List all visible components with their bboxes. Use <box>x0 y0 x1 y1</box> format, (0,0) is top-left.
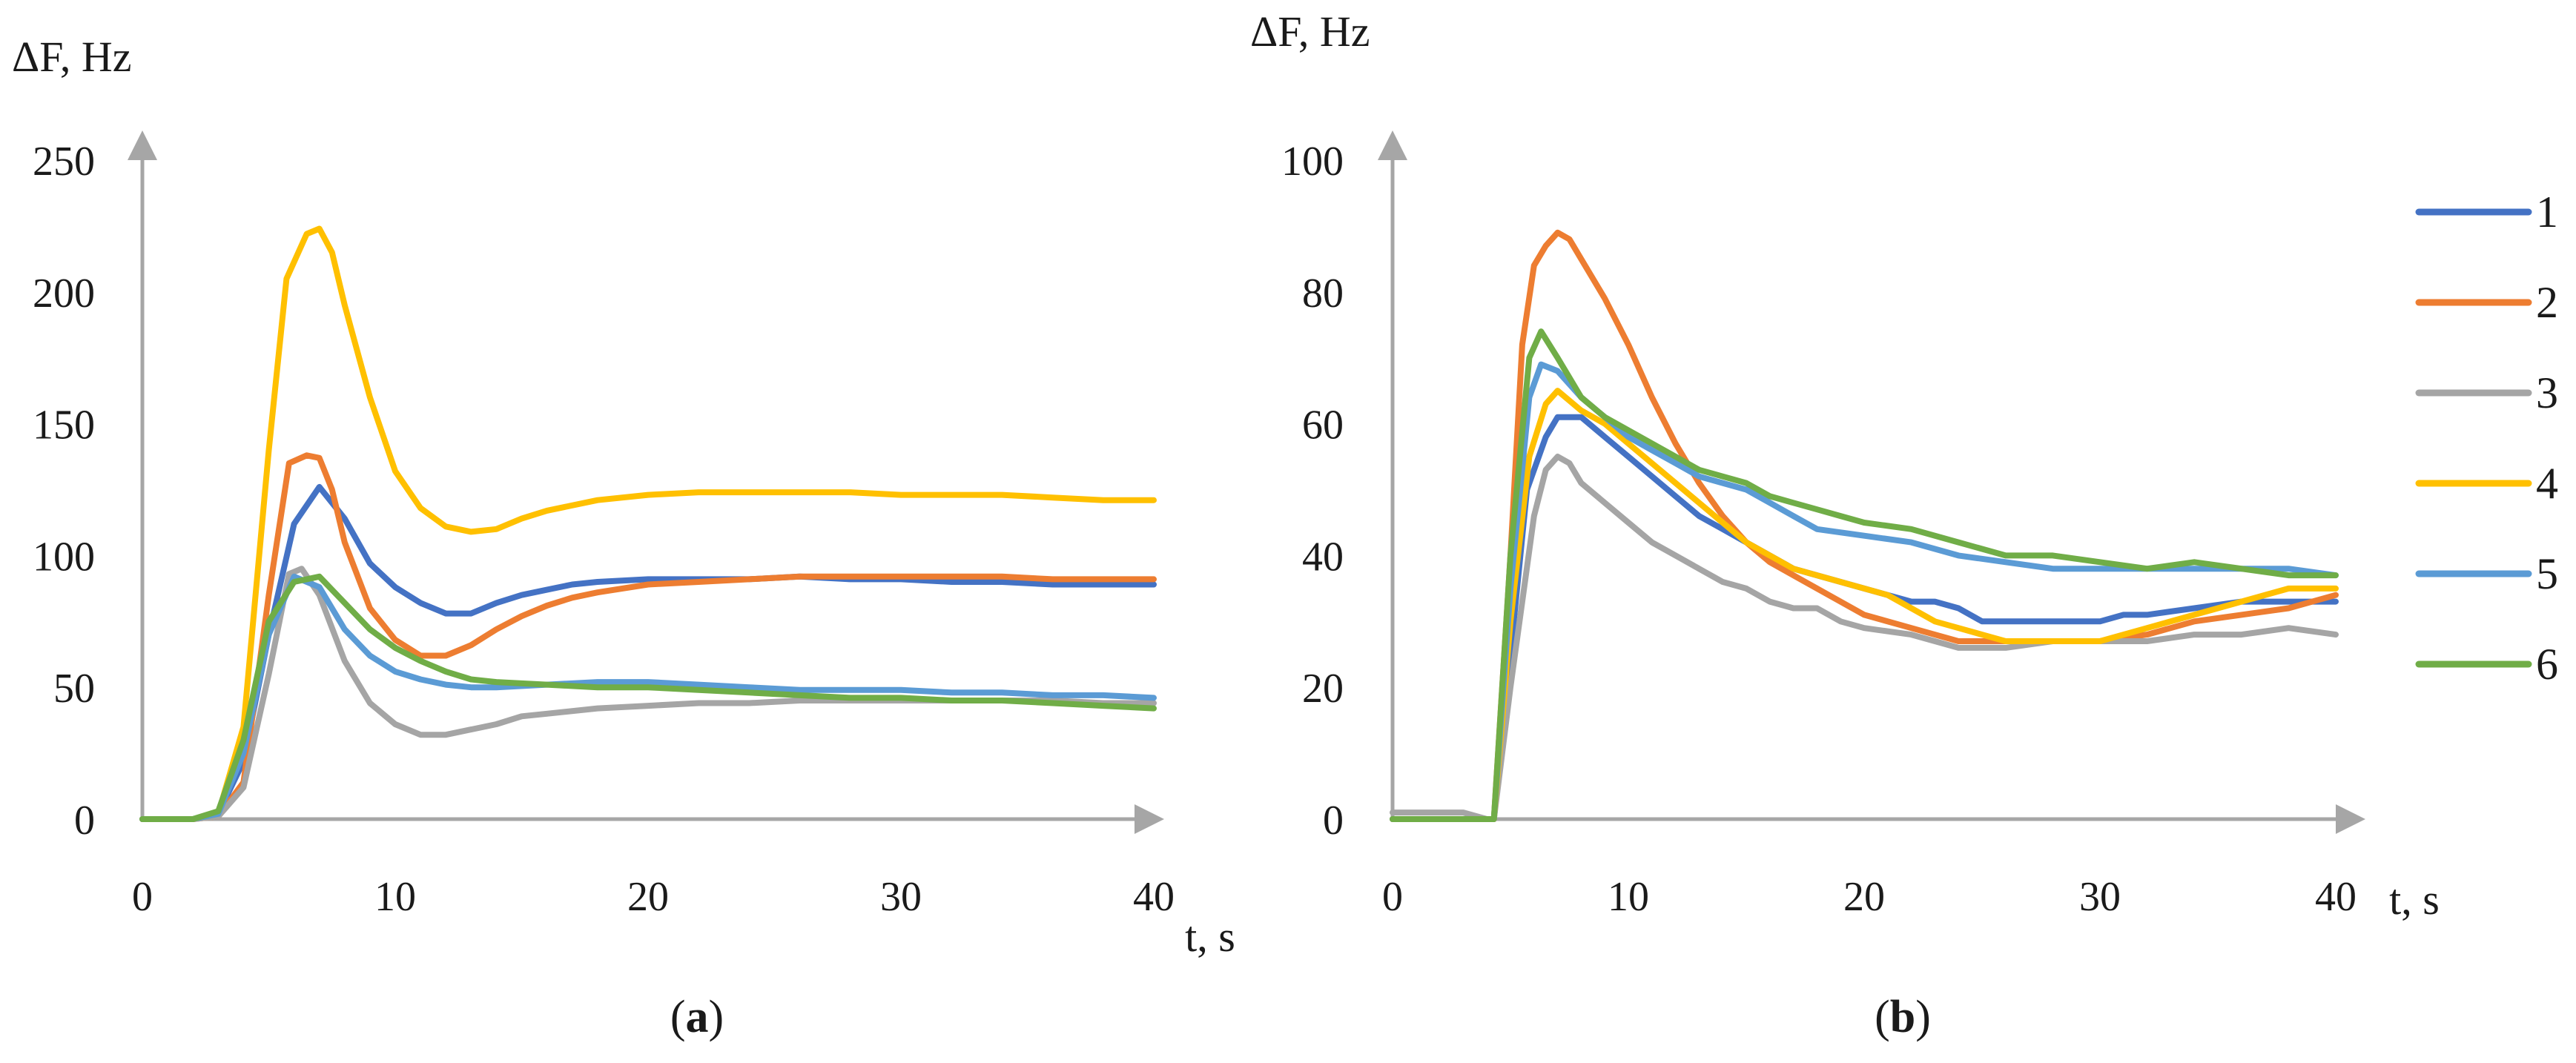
panel-caption: (a) <box>670 992 724 1042</box>
legend-label-2: 2 <box>2536 278 2558 327</box>
x-tick-label: 0 <box>1382 874 1403 920</box>
caption-letter: b <box>1890 992 1915 1042</box>
y-tick-label: 0 <box>74 798 95 844</box>
legend-label-3: 3 <box>2536 368 2558 417</box>
legend-label-4: 4 <box>2536 459 2558 508</box>
series-line-2 <box>139 452 1157 822</box>
caption-close-paren: ) <box>1915 992 1931 1042</box>
y-tick-label: 20 <box>1302 666 1344 712</box>
series-line-1 <box>1390 414 2339 822</box>
y-axis-title: ΔF, Hz <box>1250 7 1370 56</box>
y-tick-label: 200 <box>33 271 95 317</box>
series-line-6 <box>1390 328 2339 822</box>
caption-open-paren: ( <box>670 992 686 1042</box>
x-tick-label: 0 <box>132 874 153 920</box>
caption-close-paren: ) <box>709 992 724 1042</box>
series-line-5 <box>1390 361 2339 822</box>
series-line-6 <box>139 573 1157 822</box>
y-tick-label: 80 <box>1302 271 1344 317</box>
y-axis-arrowhead <box>1378 130 1407 160</box>
caption-letter: a <box>686 992 709 1042</box>
series-line-1 <box>139 483 1157 822</box>
series-line-4 <box>139 225 1157 822</box>
legend-label-6: 6 <box>2536 640 2558 689</box>
caption-open-paren: ( <box>1875 992 1890 1042</box>
legend: 1 2 3 4 5 6 <box>2415 188 2558 689</box>
x-axis-arrowhead <box>1135 804 1164 834</box>
x-tick-label: 30 <box>2079 874 2121 920</box>
x-axis-title: t, s <box>1185 913 1235 961</box>
legend-label-1: 1 <box>2536 188 2558 236</box>
x-tick-label: 40 <box>2315 874 2357 920</box>
y-tick-label: 50 <box>53 666 95 712</box>
series-line-4 <box>1390 388 2339 822</box>
y-tick-label: 60 <box>1302 403 1344 448</box>
y-tick-label: 150 <box>33 403 95 448</box>
x-tick-label: 20 <box>1843 874 1885 920</box>
series-line-5 <box>139 573 1157 822</box>
x-tick-label: 40 <box>1133 874 1175 920</box>
y-tick-label: 0 <box>1323 798 1344 844</box>
y-tick-label: 100 <box>1281 139 1344 185</box>
y-tick-label: 40 <box>1302 534 1344 580</box>
x-tick-label: 10 <box>1608 874 1649 920</box>
panel-b-chart: 0 20 40 60 80 100 0 10 20 30 40 ΔF, Hz t, s (b) <box>1250 7 2440 1042</box>
y-tick-label: 100 <box>33 534 95 580</box>
x-tick-label: 20 <box>627 874 669 920</box>
y-axis-title: ΔF, Hz <box>12 33 132 81</box>
legend-label-5: 5 <box>2536 549 2558 598</box>
x-axis-title: t, s <box>2389 875 2440 924</box>
y-tick-label: 250 <box>33 139 95 185</box>
y-axis-arrowhead <box>128 130 157 160</box>
x-tick-label: 30 <box>880 874 922 920</box>
panel-caption: (b) <box>1875 992 1931 1042</box>
x-tick-label: 10 <box>374 874 416 920</box>
x-axis-arrowhead <box>2336 804 2365 834</box>
series-line-3 <box>1390 454 2339 822</box>
panel-a-chart: 0 50 100 150 200 250 0 10 20 30 40 ΔF, Hz t, s (a) <box>12 33 1235 1042</box>
